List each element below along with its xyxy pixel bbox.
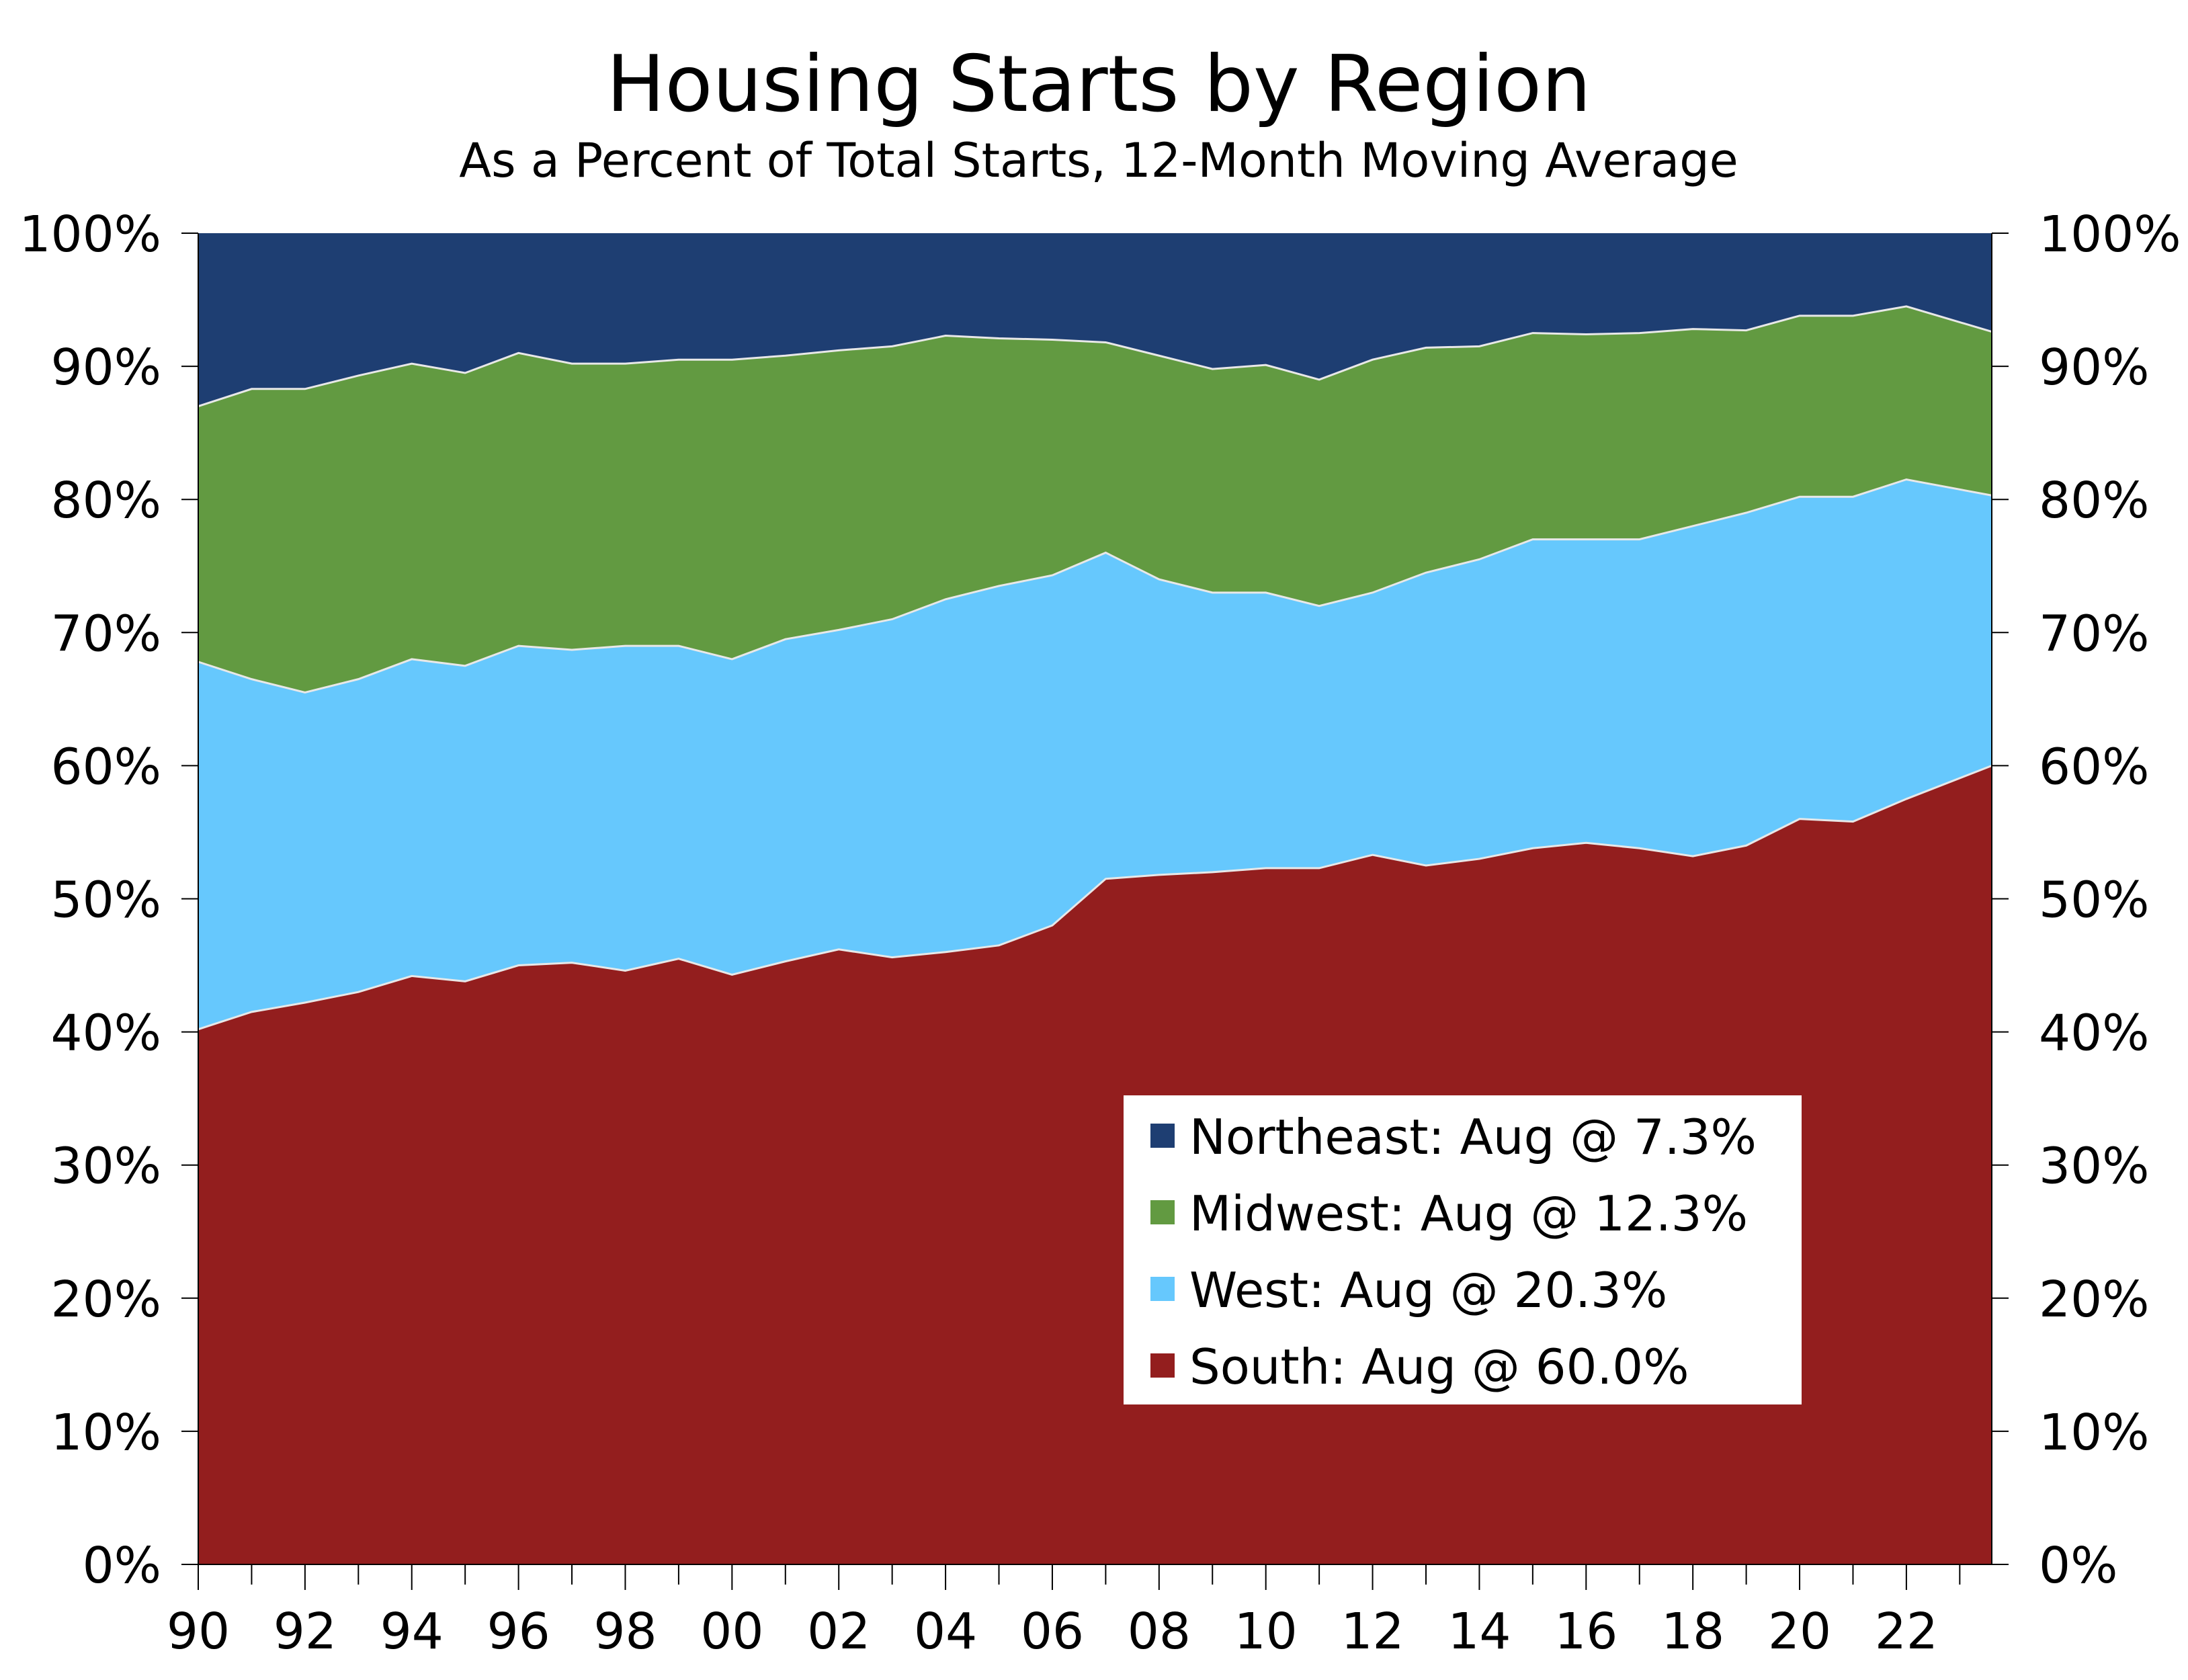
x-tick-label: 06 <box>1021 1603 1084 1661</box>
legend-swatch-midwest <box>1150 1200 1175 1224</box>
legend-box <box>1124 1095 1802 1404</box>
y-tick-label-right: 90% <box>2039 339 2149 396</box>
y-tick-label-left: 90% <box>51 339 161 396</box>
legend-swatch-northeast <box>1150 1124 1175 1148</box>
x-tick-label: 00 <box>700 1603 763 1661</box>
y-tick-label-right: 40% <box>2039 1005 2149 1062</box>
x-tick-label: 94 <box>380 1603 444 1661</box>
y-tick-label-left: 70% <box>51 605 161 663</box>
area-west <box>198 479 1992 1030</box>
x-tick-label: 08 <box>1128 1603 1191 1661</box>
axes: 0% 0% 10% 10% 20% 20% 30% 30% 40% 40% 50% 50% 60% 60%… <box>19 206 2181 1661</box>
legend-label-northeast: Northeast: Aug @ 7.3% <box>1189 1109 1757 1165</box>
y-tick-label-left: 20% <box>51 1271 161 1329</box>
y-tick-label-right: 70% <box>2039 605 2149 663</box>
y-tick-label-left: 80% <box>51 472 161 530</box>
chart-subtitle: As a Percent of Total Starts, 12-Month M… <box>459 133 1738 188</box>
x-tick-label: 04 <box>914 1603 977 1661</box>
x-tick-label: 20 <box>1768 1603 1831 1661</box>
x-tick-label: 16 <box>1554 1603 1617 1661</box>
boundary-midwest <box>198 305 1992 407</box>
x-tick-label: 98 <box>593 1603 657 1661</box>
y-tick-label-left: 50% <box>51 872 161 929</box>
legend-swatch-west <box>1150 1277 1175 1301</box>
x-tick-label: 10 <box>1234 1603 1298 1661</box>
y-tick-label-right: 50% <box>2039 872 2149 929</box>
y-tick-label-left: 40% <box>51 1005 161 1062</box>
legend: Northeast: Aug @ 7.3% Midwest: Aug @ 12.3… <box>1124 1095 1802 1404</box>
legend-swatch-south <box>1150 1353 1175 1378</box>
x-tick-label: 22 <box>1875 1603 1938 1661</box>
x-tick-label: 18 <box>1661 1603 1724 1661</box>
y-tick-label-left: 30% <box>51 1138 161 1195</box>
x-tick-label: 14 <box>1447 1603 1511 1661</box>
legend-label-west: West: Aug @ 20.3% <box>1189 1262 1667 1318</box>
x-tick-label: 90 <box>167 1603 230 1661</box>
boundary-south <box>198 765 1992 1031</box>
boundary-west <box>198 478 1992 694</box>
legend-label-south: South: Aug @ 60.0% <box>1189 1339 1689 1395</box>
y-tick-label-left: 60% <box>51 738 161 796</box>
legend-label-midwest: Midwest: Aug @ 12.3% <box>1189 1185 1748 1242</box>
y-tick-label-right: 60% <box>2039 738 2149 796</box>
y-tick-label-right: 0% <box>2039 1537 2117 1595</box>
y-tick-label-left: 100% <box>19 206 161 263</box>
y-tick-label-left: 0% <box>83 1537 161 1595</box>
y-tick-label-right: 20% <box>2039 1271 2149 1329</box>
x-tick-label: 92 <box>274 1603 337 1661</box>
x-tick-label: 96 <box>487 1603 550 1661</box>
y-tick-label-right: 80% <box>2039 472 2149 530</box>
area-northeast <box>198 233 1992 407</box>
y-tick-label-right: 100% <box>2039 206 2181 263</box>
y-tick-label-left: 10% <box>51 1404 161 1462</box>
area-midwest <box>198 306 1992 693</box>
x-tick-label: 12 <box>1341 1603 1404 1661</box>
y-tick-label-right: 30% <box>2039 1138 2149 1195</box>
chart-title: Housing Starts by Region <box>606 39 1591 130</box>
y-tick-label-right: 10% <box>2039 1404 2149 1462</box>
x-tick-label: 02 <box>807 1603 870 1661</box>
